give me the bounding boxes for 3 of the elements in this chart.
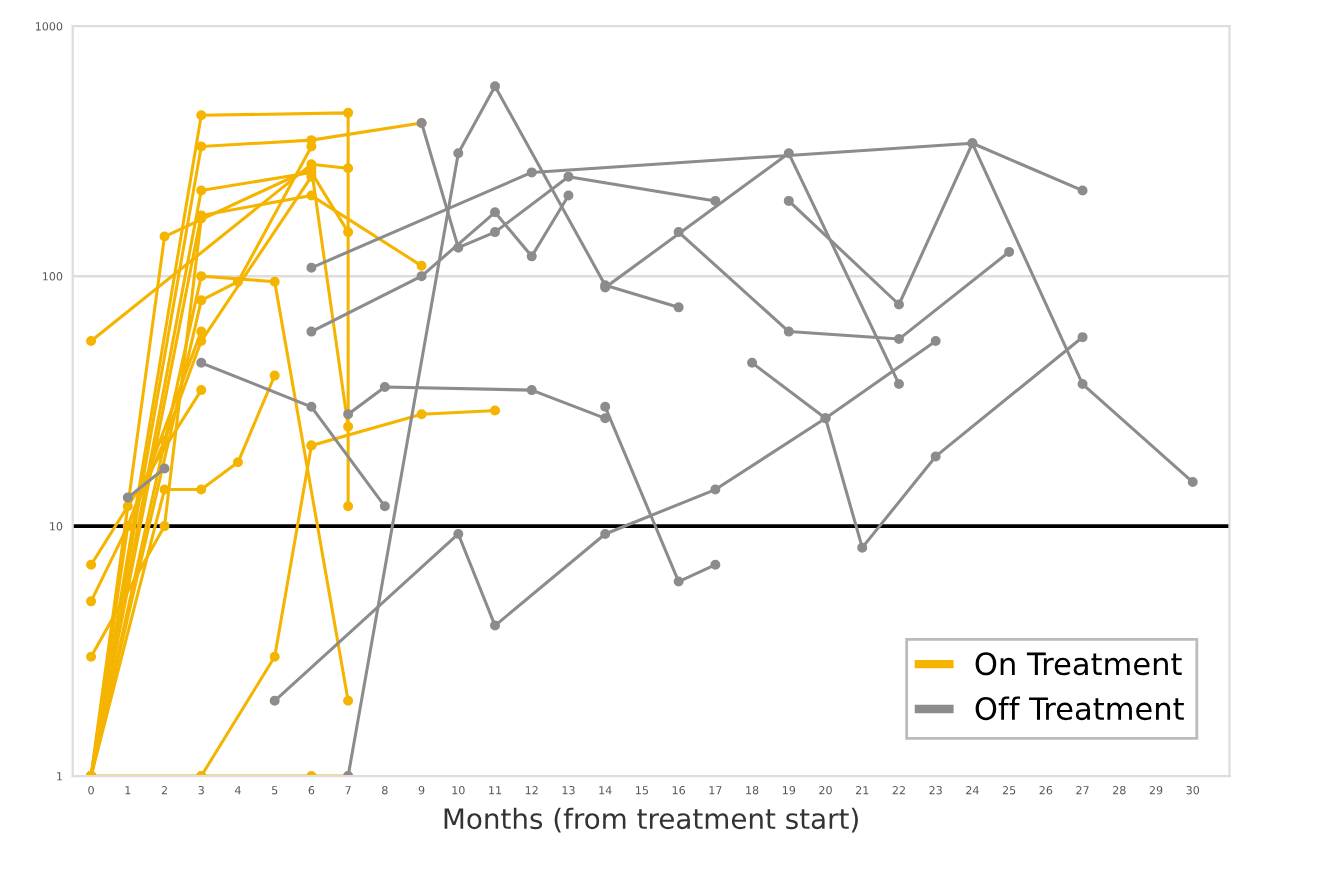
x-axis-title: Months (from treatment start): [444, 807, 858, 833]
legend-label: On Treatment: [975, 652, 1182, 676]
legend-label: Off Treatment: [975, 696, 1184, 721]
